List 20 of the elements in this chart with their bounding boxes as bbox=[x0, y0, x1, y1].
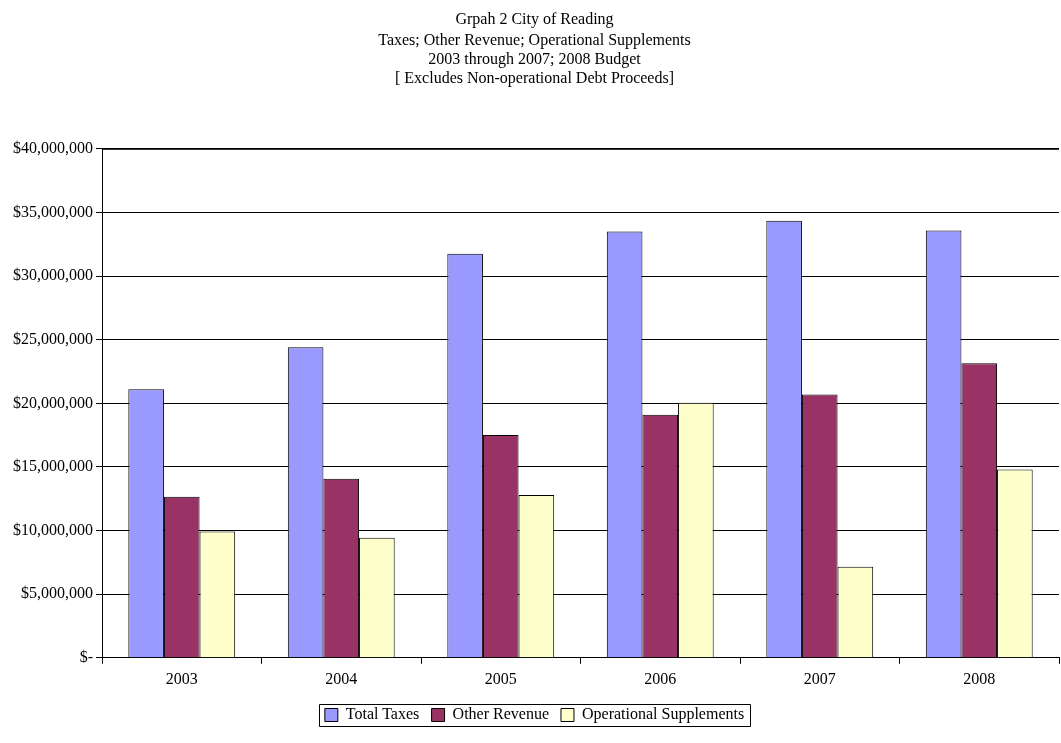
x-tick-label: 2007 bbox=[803, 669, 836, 687]
chart-subtitle: Taxes; Other Revenue; Operational Supplements 2003 through 2007; 2008 Budget [ Excludes Non-operational Debt Proceeds] bbox=[378, 31, 691, 88]
y-tick-label: $- bbox=[79, 648, 93, 665]
chart-title: Grpah 2 City of Reading bbox=[455, 9, 614, 28]
legend-label: Operational Supplements bbox=[581, 705, 745, 724]
y-tick-label: $40,000,000 bbox=[13, 139, 93, 156]
y-tick-label: $10,000,000 bbox=[13, 520, 93, 538]
y-tick-label: $25,000,000 bbox=[13, 329, 93, 347]
legend-label: Other Revenue bbox=[452, 705, 549, 723]
y-tick-label: $5,000,000 bbox=[21, 584, 93, 602]
x-tick-label: 2008 bbox=[963, 669, 996, 687]
x-tick-label: 2005 bbox=[484, 669, 517, 687]
x-tick-label: 2004 bbox=[325, 669, 358, 687]
x-tick-label: 2006 bbox=[644, 669, 677, 687]
y-tick-label: $20,000,000 bbox=[13, 393, 93, 411]
x-tick-label: 2003 bbox=[165, 669, 198, 687]
y-tick-label: $35,000,000 bbox=[13, 202, 93, 220]
y-tick-label: $15,000,000 bbox=[13, 457, 93, 475]
legend-label: Total Taxes bbox=[345, 705, 420, 723]
y-tick-label: $30,000,000 bbox=[13, 266, 93, 284]
